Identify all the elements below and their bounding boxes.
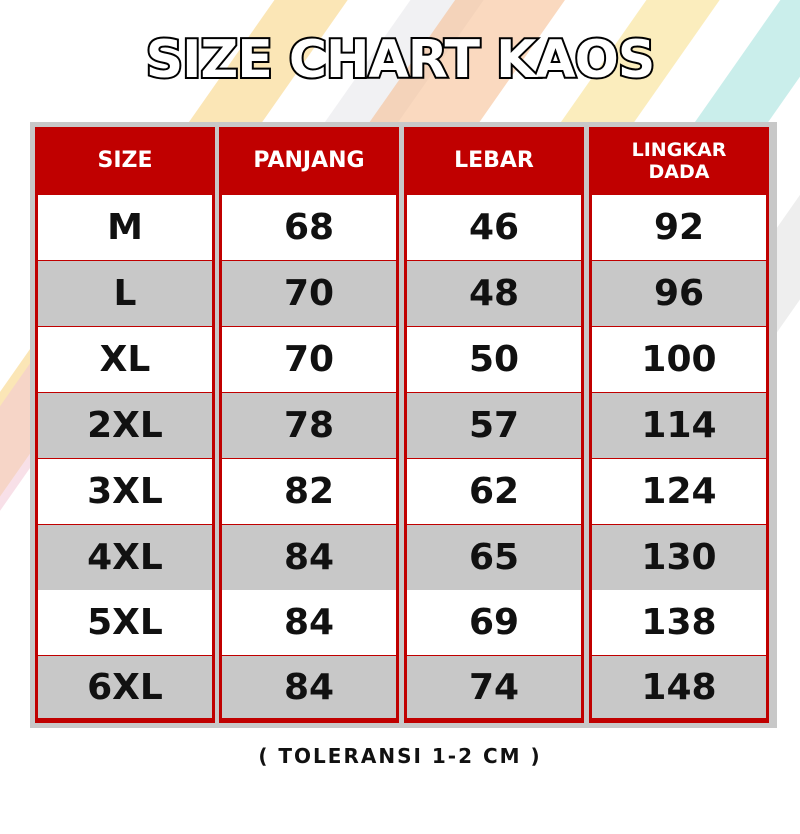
table-cell: 48 (407, 260, 581, 326)
table-cell: 114 (592, 392, 766, 458)
table-cell: 5XL (38, 590, 212, 656)
table-cell: 124 (592, 458, 766, 524)
tolerance-note: ( TOLERANSI 1-2 CM ) (258, 744, 542, 768)
table-cell: L (38, 260, 212, 326)
table-cell: 74 (407, 656, 581, 719)
table-cell: 62 (407, 458, 581, 524)
column-lebar: LEBAR 46 48 50 57 62 65 69 74 (404, 127, 584, 723)
column-header: LINGKAR DADA (631, 139, 727, 183)
table-cell: 3XL (38, 458, 212, 524)
table-cell: M (38, 195, 212, 260)
table-cell: 70 (222, 326, 396, 392)
table-cell: 6XL (38, 656, 212, 719)
table-cell: 84 (222, 656, 396, 719)
table-cell: 100 (592, 326, 766, 392)
table-cell: 70 (222, 260, 396, 326)
column-header: LEBAR (454, 148, 534, 173)
column-header: PANJANG (253, 148, 365, 173)
table-cell: 84 (222, 590, 396, 656)
table-cell: 57 (407, 392, 581, 458)
page-title: SIZE CHART KAOS (144, 28, 658, 92)
table-cell: 46 (407, 195, 581, 260)
table-cell: 69 (407, 590, 581, 656)
table-cell: XL (38, 326, 212, 392)
table-cell: 92 (592, 195, 766, 260)
table-cell: 4XL (38, 524, 212, 590)
table-cell: 148 (592, 656, 766, 719)
table-cell: 2XL (38, 392, 212, 458)
column-panjang: PANJANG 68 70 70 78 82 84 84 84 (219, 127, 399, 723)
table-cell: 78 (222, 392, 396, 458)
column-lingkar-dada: LINGKAR DADA 92 96 100 114 124 130 138 148 (589, 127, 769, 723)
table-cell: 84 (222, 524, 396, 590)
column-header: SIZE (97, 148, 153, 173)
table-cell: 50 (407, 326, 581, 392)
table-cell: 68 (222, 195, 396, 260)
size-table: SIZE M L XL 2XL 3XL 4XL 5XL 6XL PANJANG 68 70 70 78 82… (30, 122, 777, 728)
table-cell: 82 (222, 458, 396, 524)
table-cell: 96 (592, 260, 766, 326)
table-cell: 138 (592, 590, 766, 656)
column-size: SIZE M L XL 2XL 3XL 4XL 5XL 6XL (35, 127, 215, 723)
table-cell: 65 (407, 524, 581, 590)
table-cell: 130 (592, 524, 766, 590)
